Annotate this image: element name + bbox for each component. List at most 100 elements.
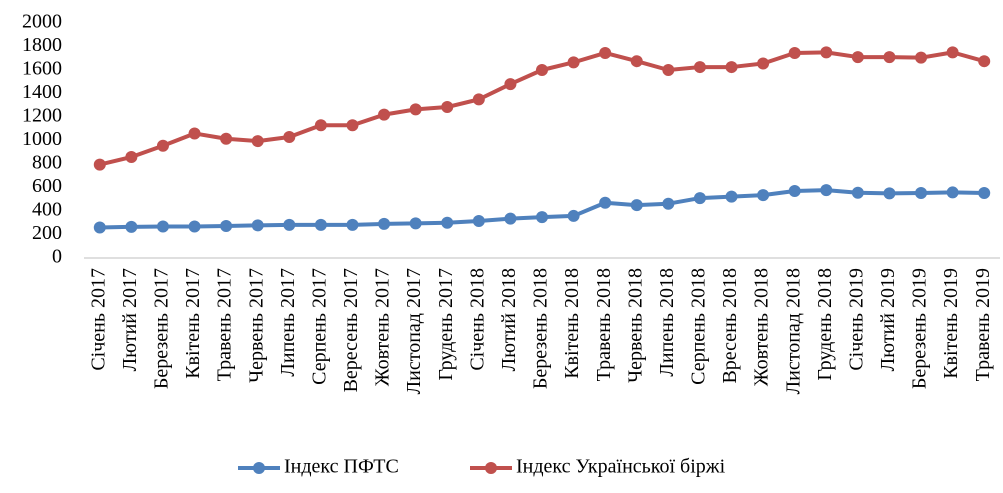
x-tick-label: Серпень 2017 — [308, 268, 330, 385]
x-tick-label: Травень 2019 — [972, 268, 994, 381]
point — [314, 119, 327, 132]
point — [567, 56, 580, 69]
point — [851, 51, 864, 64]
point — [788, 46, 801, 59]
point — [693, 61, 706, 74]
point — [536, 211, 548, 224]
point — [978, 187, 991, 200]
point — [504, 212, 517, 225]
point — [788, 185, 801, 198]
x-tick-label: Березень 2018 — [530, 268, 552, 389]
x-tick-label: Грудень 2017 — [435, 268, 457, 381]
x-tick-label: Травень 2017 — [214, 268, 236, 381]
x-tick-label: Березень 2017 — [151, 268, 173, 389]
point — [188, 220, 201, 233]
point — [441, 101, 454, 114]
x-tick-label: Квітень 2019 — [940, 268, 962, 379]
point — [630, 199, 643, 212]
x-tick-label: Листопад 2018 — [782, 268, 804, 394]
y-tick-label: 1200 — [22, 105, 62, 127]
y-tick-label: 0 — [52, 246, 62, 268]
y-tick-label: 600 — [32, 175, 62, 197]
point — [883, 187, 896, 200]
legend-label: Індекс Української біржі — [516, 456, 726, 478]
point — [504, 78, 517, 91]
x-tick-label: Липень 2018 — [656, 268, 678, 377]
y-tick-label: 200 — [32, 222, 62, 244]
point — [188, 127, 201, 140]
x-tick-label: Січень 2019 — [845, 268, 867, 371]
point — [93, 221, 106, 234]
point — [662, 197, 675, 210]
point — [946, 186, 959, 199]
point — [725, 61, 738, 74]
point — [978, 55, 991, 68]
point — [915, 187, 928, 200]
point — [820, 46, 833, 59]
x-tick-label: Лютий 2019 — [877, 268, 899, 371]
legend-marker — [485, 462, 497, 474]
y-tick-label: 400 — [32, 199, 62, 221]
point — [599, 46, 612, 59]
point — [567, 209, 580, 222]
x-tick-label: Травень 2018 — [593, 268, 615, 381]
point — [314, 218, 327, 231]
point — [883, 51, 896, 64]
point — [283, 218, 296, 231]
y-tick-label: 2000 — [22, 11, 62, 33]
point — [93, 158, 106, 171]
point — [757, 189, 770, 202]
x-tick-label: Вересень 2017 — [340, 268, 362, 392]
point — [851, 186, 864, 199]
point — [757, 57, 770, 70]
x-tick-label: Жовтень 2018 — [751, 268, 773, 386]
point — [472, 214, 485, 227]
point — [346, 119, 359, 132]
x-tick-label: Січень 2017 — [87, 268, 109, 371]
point — [409, 217, 422, 230]
point — [283, 130, 296, 143]
x-tick-label: Червень 2017 — [245, 268, 267, 383]
legend-label: Індекс ПФТС — [284, 456, 399, 478]
x-tick-label: Лютий 2017 — [119, 268, 141, 371]
y-tick-label: 800 — [32, 152, 62, 174]
point — [156, 139, 169, 152]
point — [378, 217, 391, 230]
point — [599, 196, 612, 209]
point — [251, 219, 264, 232]
point — [441, 216, 454, 229]
point — [409, 103, 422, 116]
x-tick-label: Липень 2017 — [277, 268, 299, 377]
point — [346, 218, 359, 231]
point — [220, 132, 233, 145]
point — [156, 220, 169, 233]
point — [378, 108, 391, 121]
legend-marker — [253, 462, 265, 474]
point — [220, 220, 233, 233]
x-tick-label: Грудень 2018 — [814, 268, 836, 381]
point — [725, 190, 738, 203]
x-tick-label: Листопад 2017 — [403, 268, 425, 394]
point — [251, 135, 264, 148]
y-tick-label: 1800 — [22, 34, 62, 56]
x-tick-label: Січень 2018 — [466, 268, 488, 371]
point — [472, 93, 485, 106]
point — [630, 55, 643, 68]
point — [693, 192, 706, 205]
point — [915, 51, 928, 64]
x-tick-label: Червень 2018 — [624, 268, 646, 383]
x-tick-label: Квітень 2018 — [561, 268, 583, 379]
point — [536, 64, 548, 76]
point — [662, 64, 675, 76]
x-tick-label: Березень 2019 — [909, 268, 931, 389]
point — [125, 220, 138, 233]
point — [820, 184, 833, 197]
point — [125, 150, 138, 163]
x-tick-label: Вресень 2018 — [719, 268, 741, 384]
y-tick-label: 1600 — [22, 58, 62, 80]
x-tick-label: Жовтень 2017 — [372, 268, 394, 386]
y-tick-label: 1400 — [22, 81, 62, 103]
point — [946, 46, 959, 59]
x-tick-label: Серпень 2018 — [688, 268, 710, 385]
